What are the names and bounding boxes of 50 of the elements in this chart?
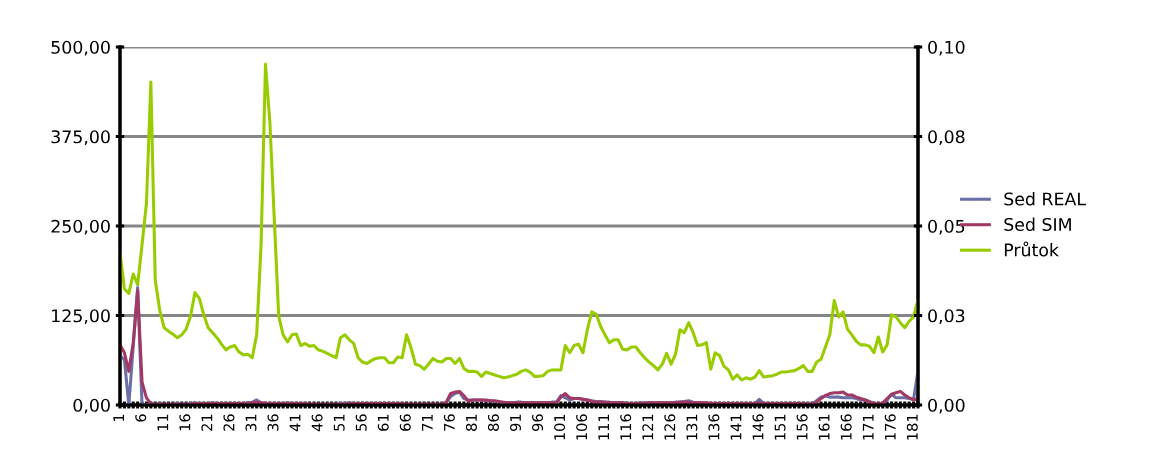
x-tick-label: 61 bbox=[377, 414, 389, 431]
x-tick-label: 146 bbox=[752, 414, 764, 440]
y-tick-label: 125,00 bbox=[52, 309, 110, 325]
x-tick-label: 21 bbox=[201, 414, 213, 431]
x-tick-label: 151 bbox=[774, 414, 786, 440]
x-tick-label: 86 bbox=[487, 414, 499, 431]
x-tick-label: 111 bbox=[598, 414, 609, 440]
x-tick-label: 56 bbox=[355, 414, 367, 431]
y2-tick-label: 0,08 bbox=[928, 130, 965, 146]
y-tick-label: 500,00 bbox=[51, 40, 110, 56]
x-tick-label: 26 bbox=[223, 414, 235, 431]
x-tick-label: 41 bbox=[289, 414, 301, 432]
x-tick-label: 36 bbox=[267, 414, 279, 431]
y-tick-label: 250,00 bbox=[51, 219, 110, 235]
x-tick-label: 136 bbox=[708, 414, 720, 440]
x-tick-label: 81 bbox=[465, 414, 477, 431]
x-tick-label: 141 bbox=[730, 414, 742, 440]
x-tick-label: 101 bbox=[554, 414, 566, 440]
x-tick-label: 171 bbox=[862, 414, 874, 440]
x-tick-label: 31 bbox=[245, 414, 257, 431]
x-tick-label: 121 bbox=[642, 414, 654, 440]
x-tick-label: 76 bbox=[443, 414, 455, 431]
x-tick-label: 161 bbox=[818, 414, 830, 440]
x-tick-label: 91 bbox=[510, 414, 522, 431]
x-tick-label: 1 bbox=[113, 414, 125, 422]
x-tick-label: 6 bbox=[135, 414, 147, 422]
x-tick-label: 166 bbox=[840, 414, 852, 440]
x-tick-label: 71 bbox=[422, 414, 433, 431]
y2-tick-label: 0,03 bbox=[928, 309, 965, 325]
x-tick-label: 156 bbox=[796, 414, 808, 440]
legend-label: Sed SIM bbox=[1004, 217, 1071, 232]
x-tick-label: 46 bbox=[311, 414, 323, 432]
x-tick-label: 131 bbox=[686, 414, 698, 440]
x-tick-label: 126 bbox=[664, 414, 676, 440]
x-tick-label: 96 bbox=[532, 414, 544, 431]
legend-label: Sed REAL bbox=[1004, 192, 1086, 206]
x-tick-label: 11 bbox=[157, 414, 169, 431]
y2-tick-label: 0,10 bbox=[928, 40, 965, 56]
y2-tick-label: 0,00 bbox=[928, 398, 965, 414]
y-tick-label: 375,00 bbox=[51, 130, 110, 146]
x-tick-label: 51 bbox=[333, 414, 345, 431]
x-tick-label: 116 bbox=[620, 414, 632, 440]
legend-label: Průtok bbox=[1004, 241, 1059, 257]
x-tick-label: 181 bbox=[906, 414, 918, 440]
x-tick-label: 16 bbox=[179, 414, 191, 431]
x-tick-label: 106 bbox=[576, 414, 588, 440]
y-tick-label: 0,00 bbox=[73, 398, 110, 414]
y2-tick-label: 0,05 bbox=[928, 219, 965, 235]
x-tick-label: 66 bbox=[399, 414, 411, 431]
x-tick-label: 176 bbox=[884, 414, 896, 440]
